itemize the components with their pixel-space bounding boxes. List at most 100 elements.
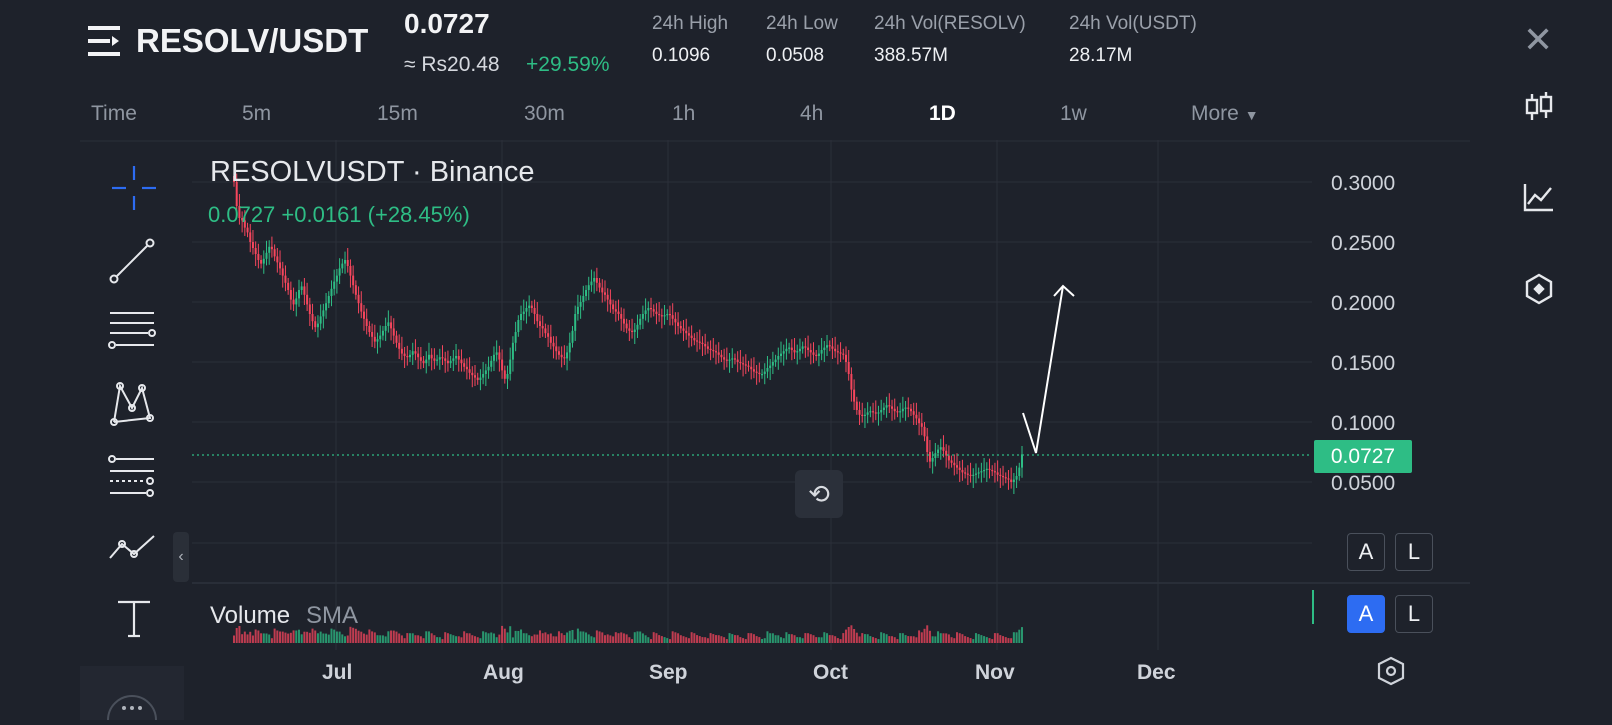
candle	[325, 303, 328, 311]
candle	[381, 330, 384, 336]
volume-bar	[712, 634, 715, 643]
volume-bar	[961, 634, 964, 643]
tab-1h[interactable]: 1h	[672, 102, 696, 125]
volume-bar	[858, 636, 861, 643]
candle	[289, 290, 292, 300]
candle	[433, 358, 436, 361]
candle	[682, 328, 685, 331]
candle	[379, 335, 382, 340]
volume-bar	[687, 638, 690, 643]
menu-icon[interactable]	[88, 26, 122, 61]
indicators-icon[interactable]	[1522, 180, 1556, 219]
chart-settings-icon[interactable]	[1375, 655, 1407, 692]
tab-30m[interactable]: 30m	[524, 102, 565, 125]
candle	[617, 311, 620, 314]
volume-bar	[918, 630, 921, 643]
volume-bar	[387, 631, 390, 643]
candle	[422, 360, 425, 364]
path-icon[interactable]	[106, 530, 158, 575]
tab-1d[interactable]: 1D	[929, 102, 956, 125]
tab-more[interactable]: More ▼	[1191, 102, 1259, 126]
volume-bar	[433, 635, 436, 643]
volume-bar	[836, 638, 839, 643]
volume-bar	[555, 636, 558, 643]
pattern-icon[interactable]	[108, 380, 156, 433]
volume-auto-scale-button[interactable]: A	[1347, 595, 1385, 633]
horizontal-lines-icon[interactable]	[106, 307, 158, 360]
tab-4h[interactable]: 4h	[800, 102, 824, 125]
candle	[430, 354, 433, 359]
candle	[620, 314, 623, 319]
tab-1w[interactable]: 1w	[1060, 102, 1087, 125]
tab-time[interactable]: Time	[91, 102, 137, 125]
collapse-toolbar-button[interactable]: ‹	[173, 532, 189, 582]
settings-hex-icon[interactable]	[1522, 272, 1556, 311]
candle	[723, 357, 726, 360]
candle	[487, 366, 490, 371]
candle	[717, 352, 720, 355]
candle	[877, 412, 880, 414]
fib-icon[interactable]	[106, 455, 158, 508]
candle	[579, 302, 582, 307]
tab-15m[interactable]: 15m	[377, 102, 418, 125]
candle	[733, 358, 736, 360]
candle	[538, 321, 541, 326]
candle	[769, 365, 772, 368]
trendline-icon[interactable]	[108, 237, 156, 290]
volume-bar	[579, 631, 582, 643]
volume-bar	[365, 634, 368, 643]
candlestick-chart-icon[interactable]	[1522, 90, 1556, 129]
candle	[750, 366, 753, 370]
volume-bar	[861, 633, 864, 643]
candle	[403, 353, 406, 356]
candle	[969, 474, 972, 476]
candle	[520, 314, 523, 320]
volume-bar	[398, 633, 401, 643]
candle	[484, 370, 487, 374]
tab-5m[interactable]: 5m	[242, 102, 272, 125]
candle	[909, 408, 912, 412]
toolbar-more[interactable]	[80, 666, 184, 725]
candle	[568, 342, 571, 353]
volume-bar	[985, 637, 988, 643]
volume-bar	[947, 634, 950, 643]
crosshair-icon[interactable]	[110, 164, 158, 217]
volume-bar	[241, 634, 244, 643]
volume-bar	[465, 633, 468, 643]
volume-bar	[966, 637, 969, 643]
candle	[988, 468, 991, 470]
candle	[693, 338, 696, 341]
candle	[706, 346, 709, 349]
candle	[966, 473, 969, 475]
volume-label: Volume	[210, 602, 291, 629]
candle	[972, 474, 975, 476]
volume-bar	[945, 633, 948, 643]
candle	[947, 455, 950, 461]
volume-bar	[639, 631, 642, 643]
auto-scale-button[interactable]: A	[1347, 533, 1385, 571]
candle	[725, 359, 728, 361]
volume-log-scale-button[interactable]: L	[1395, 595, 1433, 633]
candle	[715, 351, 718, 353]
symbol-title[interactable]: RESOLV/USDT	[136, 22, 369, 59]
candle	[392, 328, 395, 336]
volume-bar	[855, 632, 858, 643]
close-icon[interactable]: ✕	[1523, 19, 1554, 60]
candle	[471, 372, 474, 376]
candle	[384, 326, 387, 331]
candle	[595, 278, 598, 283]
candle	[373, 336, 376, 342]
candle	[828, 345, 831, 347]
log-scale-button[interactable]: L	[1395, 533, 1433, 571]
volume-bar	[844, 629, 847, 643]
candle	[598, 282, 601, 288]
candle	[817, 353, 820, 356]
reset-chart-button[interactable]: ⟲	[795, 470, 843, 518]
volume-bar	[325, 633, 328, 643]
text-icon[interactable]	[114, 598, 154, 645]
candle	[503, 370, 506, 379]
candle	[406, 356, 409, 358]
candle	[270, 246, 273, 250]
volume-bar	[314, 630, 317, 643]
